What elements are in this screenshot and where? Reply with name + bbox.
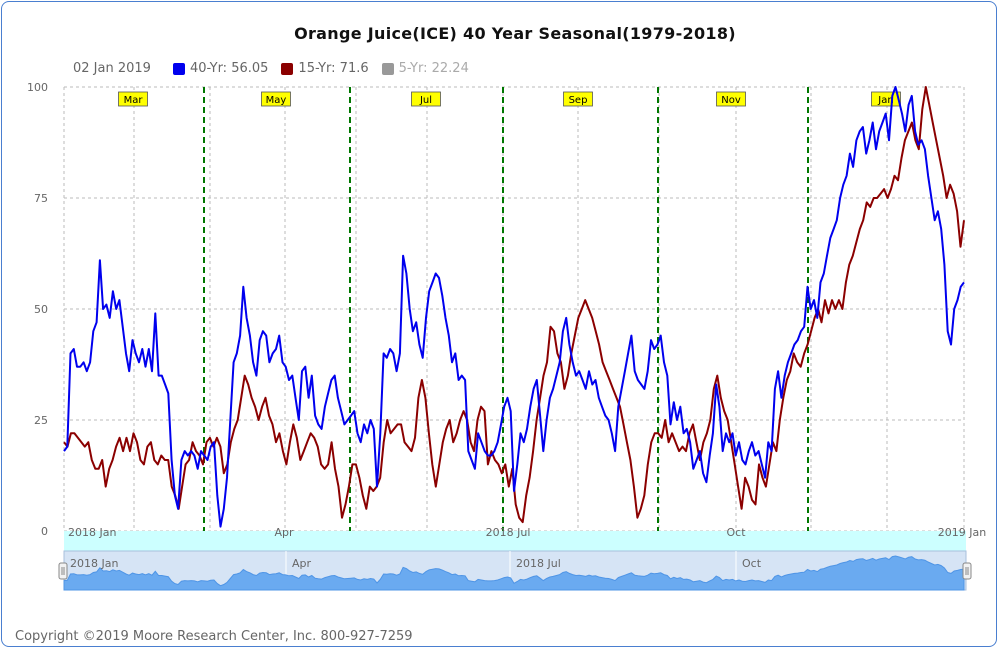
navigator-handle-right[interactable] [962, 562, 972, 580]
month-marker: Jul [411, 91, 441, 107]
navigator-handle-left[interactable] [58, 562, 68, 580]
month-marker-label: Sep [569, 95, 588, 106]
legend-label-5yr: 5-Yr: 22.24 [398, 61, 469, 76]
month-marker-label: Mar [124, 95, 144, 106]
y-tick-label: 25 [34, 414, 48, 427]
month-marker-box [716, 91, 746, 107]
copyright-text: Copyright ©2019 Moore Research Center, I… [15, 629, 413, 644]
month-marker: Mar [118, 91, 148, 107]
y-tick-label: 100 [27, 81, 48, 94]
month-marker-box [411, 91, 441, 107]
series-line-40-yr [63, 86, 965, 528]
x-axis-band [64, 531, 966, 551]
x-tick-label: Apr [274, 526, 294, 539]
x-tick-label: 2019 Jan [938, 526, 986, 539]
month-marker-label: Jan [877, 95, 893, 106]
legend-swatch-5yr [381, 62, 394, 75]
month-marker-box [563, 91, 593, 107]
legend-swatch-15yr [281, 62, 294, 75]
navigator-label: 2018 Jul [516, 557, 561, 570]
x-tick-label: 2018 Jan [68, 526, 116, 539]
navigator-area [63, 555, 965, 591]
x-tick-label: Oct [726, 526, 746, 539]
legend-item-15yr[interactable]: 15-Yr: 71.6 [281, 61, 369, 76]
legend-label-40yr: 40-Yr: 56.05 [189, 61, 269, 76]
legend-item-5yr[interactable]: 5-Yr: 22.24 [381, 61, 469, 76]
navigator: 2018 Jan Apr 2018 Jul Oct [58, 550, 972, 591]
navigator-label: 2018 Jan [70, 557, 118, 570]
y-tick-label: 75 [34, 192, 48, 205]
month-marker-box [261, 91, 291, 107]
chart-title: Orange Juice(ICE) 40 Year Seasonal(1979-… [294, 24, 736, 43]
month-marker-label: Nov [721, 95, 741, 106]
navigator-label: Oct [742, 557, 762, 570]
month-marker: Sep [563, 91, 593, 107]
y-tick-label: 0 [41, 525, 48, 538]
month-marker-label: May [266, 95, 287, 106]
month-marker-box [118, 91, 148, 107]
month-marker-label: Jul [419, 95, 432, 106]
x-tick-label: 2018 Jul [486, 526, 531, 539]
legend-swatch-40yr [172, 62, 185, 75]
handle-grip [962, 562, 972, 580]
navigator-label: Apr [292, 557, 312, 570]
legend-label-15yr: 15-Yr: 71.6 [298, 61, 369, 76]
legend-item-40yr[interactable]: 40-Yr: 56.05 [172, 61, 269, 76]
legend: 02 Jan 2019 40-Yr: 56.05 15-Yr: 71.6 5-Y… [73, 61, 482, 76]
month-marker: Nov [716, 91, 746, 107]
handle-grip [58, 562, 68, 580]
y-tick-label: 50 [34, 303, 48, 316]
legend-date: 02 Jan 2019 [73, 61, 151, 76]
month-marker: May [261, 91, 291, 107]
month-marker: Jan [871, 91, 901, 107]
